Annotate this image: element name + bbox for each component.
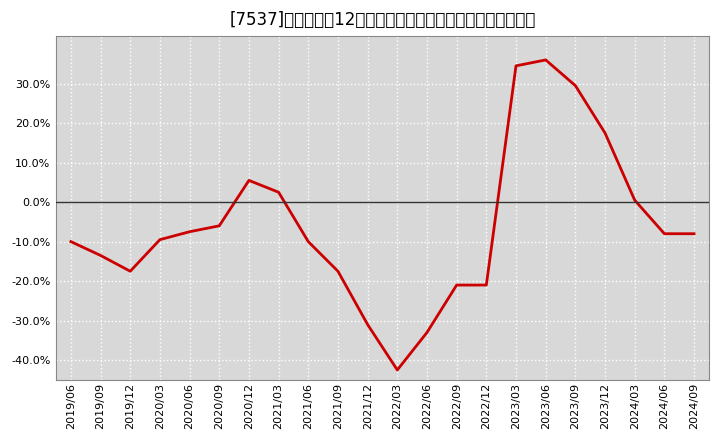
Title: [7537]　売上高の12か月移動合計の対前年同期増減率の推移: [7537] 売上高の12か月移動合計の対前年同期増減率の推移 (229, 11, 536, 29)
